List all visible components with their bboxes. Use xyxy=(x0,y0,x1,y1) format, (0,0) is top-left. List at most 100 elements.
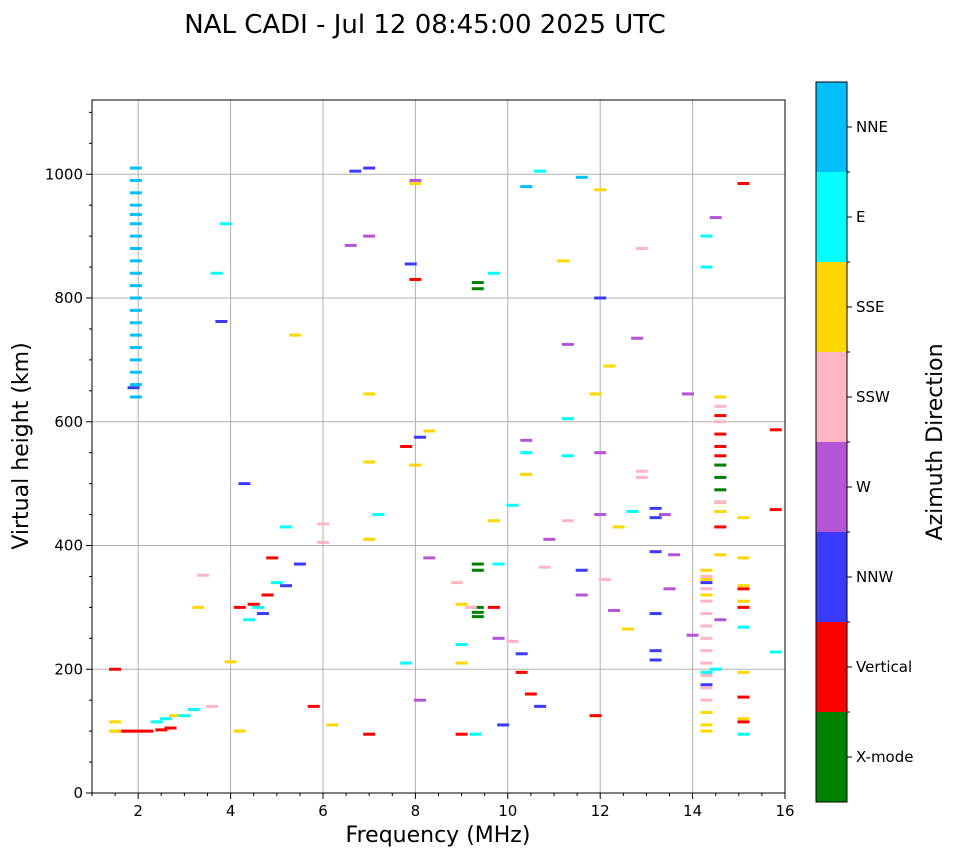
echo-point-ssw xyxy=(700,673,713,677)
echo-point-sse xyxy=(109,720,122,724)
echo-point-e xyxy=(700,670,713,674)
echo-point-nnw xyxy=(700,683,713,687)
echo-point-w xyxy=(663,587,676,591)
echo-point-vertical xyxy=(307,704,320,708)
echo-point-e xyxy=(210,271,223,275)
colorbar-segment xyxy=(816,622,847,712)
colorbar-segment xyxy=(816,712,847,802)
echo-point-w xyxy=(709,216,722,220)
echo-point-vertical xyxy=(122,729,135,733)
echo-point-sse xyxy=(363,537,376,541)
echo-point-vertical xyxy=(714,432,727,436)
colorbar-label: Vertical xyxy=(856,658,912,676)
echo-point-sse xyxy=(737,516,750,520)
echo-point-nnw xyxy=(575,568,588,572)
echo-point-ssw xyxy=(700,624,713,628)
echo-point-sse xyxy=(737,556,750,560)
echo-point-vertical xyxy=(714,454,727,458)
echo-point-ssw xyxy=(700,661,713,665)
echo-point-x-mode xyxy=(471,610,484,614)
echo-point-vertical xyxy=(487,605,500,609)
echo-point-nnw xyxy=(127,386,140,390)
plot-background xyxy=(92,100,785,793)
colorbar-segment xyxy=(816,532,847,622)
echo-point-sse xyxy=(224,660,237,664)
echo-point-nnw xyxy=(349,169,362,173)
echo-point-nne xyxy=(129,383,142,387)
echo-point-sse xyxy=(109,729,122,733)
echo-point-sse xyxy=(557,259,570,263)
echo-point-ssw xyxy=(561,519,574,523)
echo-point-nnw xyxy=(649,612,662,616)
echo-point-nne xyxy=(129,284,142,288)
y-tick-label: 200 xyxy=(54,660,83,678)
colorbar-segment xyxy=(816,172,847,262)
echo-point-w xyxy=(520,438,533,442)
echo-point-nne xyxy=(129,308,142,312)
echo-point-nnw xyxy=(534,704,547,708)
echo-point-vertical xyxy=(714,525,727,529)
echo-point-sse xyxy=(487,519,500,523)
echo-point-w xyxy=(575,593,588,597)
echo-point-e xyxy=(252,605,265,609)
echo-point-ssw xyxy=(700,587,713,591)
echo-point-ssw xyxy=(714,500,727,504)
colorbar-label: NNE xyxy=(856,118,888,136)
data-marks xyxy=(109,166,782,736)
echo-point-sse xyxy=(700,729,713,733)
colorbar-label: SSW xyxy=(856,388,890,406)
echo-point-nnw xyxy=(700,581,713,585)
y-axis-label: Virtual height (km) xyxy=(9,342,34,549)
echo-point-vertical xyxy=(769,428,782,432)
echo-point-e xyxy=(150,720,163,724)
echo-point-x-mode xyxy=(471,615,484,619)
echo-point-sse xyxy=(289,333,302,337)
echo-point-nnw xyxy=(594,296,607,300)
echo-point-e xyxy=(372,513,385,517)
colorbar-label: W xyxy=(856,478,871,496)
echo-point-sse xyxy=(455,661,468,665)
echo-point-sse xyxy=(700,593,713,597)
echo-point-vertical xyxy=(132,729,145,733)
echo-point-x-mode xyxy=(471,281,484,285)
echo-point-ssw xyxy=(317,522,329,526)
colorbar-label: SSE xyxy=(856,298,885,316)
echo-point-e xyxy=(270,581,283,585)
echo-point-w xyxy=(608,608,621,612)
echo-point-nnw xyxy=(649,506,662,510)
x-tick-label: 8 xyxy=(411,802,421,820)
echo-point-ssw xyxy=(635,475,648,479)
echo-point-nnw xyxy=(497,723,510,727)
echo-point-nnw xyxy=(293,562,306,566)
echo-point-w xyxy=(668,553,681,557)
echo-point-sse xyxy=(326,723,339,727)
colorbar-label: X-mode xyxy=(856,748,913,766)
echo-point-ssw xyxy=(317,540,329,544)
echo-point-nne xyxy=(129,178,142,182)
echo-point-w xyxy=(714,618,727,622)
echo-point-e xyxy=(243,618,256,622)
x-tick-label: 4 xyxy=(226,802,236,820)
echo-point-vertical xyxy=(737,720,750,724)
echo-point-vertical xyxy=(737,695,750,699)
echo-point-sse xyxy=(737,670,750,674)
echo-point-ssw xyxy=(714,420,727,424)
echo-point-ssw xyxy=(700,686,713,690)
echo-point-vertical xyxy=(455,732,468,736)
echo-point-w xyxy=(681,392,694,396)
echo-point-vertical xyxy=(261,593,274,597)
echo-point-ssw xyxy=(700,574,713,578)
echo-point-sse xyxy=(612,525,625,529)
echo-point-sse xyxy=(700,578,713,582)
x-tick-label: 6 xyxy=(318,802,328,820)
echo-point-x-mode xyxy=(714,463,727,467)
echo-point-e xyxy=(520,451,533,455)
echo-point-x-mode xyxy=(471,562,484,566)
echo-point-e xyxy=(700,234,713,238)
colorbar-segment xyxy=(816,352,847,442)
echo-point-nne xyxy=(520,185,533,189)
echo-point-e xyxy=(487,271,500,275)
echo-point-nnw xyxy=(404,262,417,266)
echo-point-ssw xyxy=(196,573,209,577)
echo-point-nne xyxy=(129,370,142,374)
